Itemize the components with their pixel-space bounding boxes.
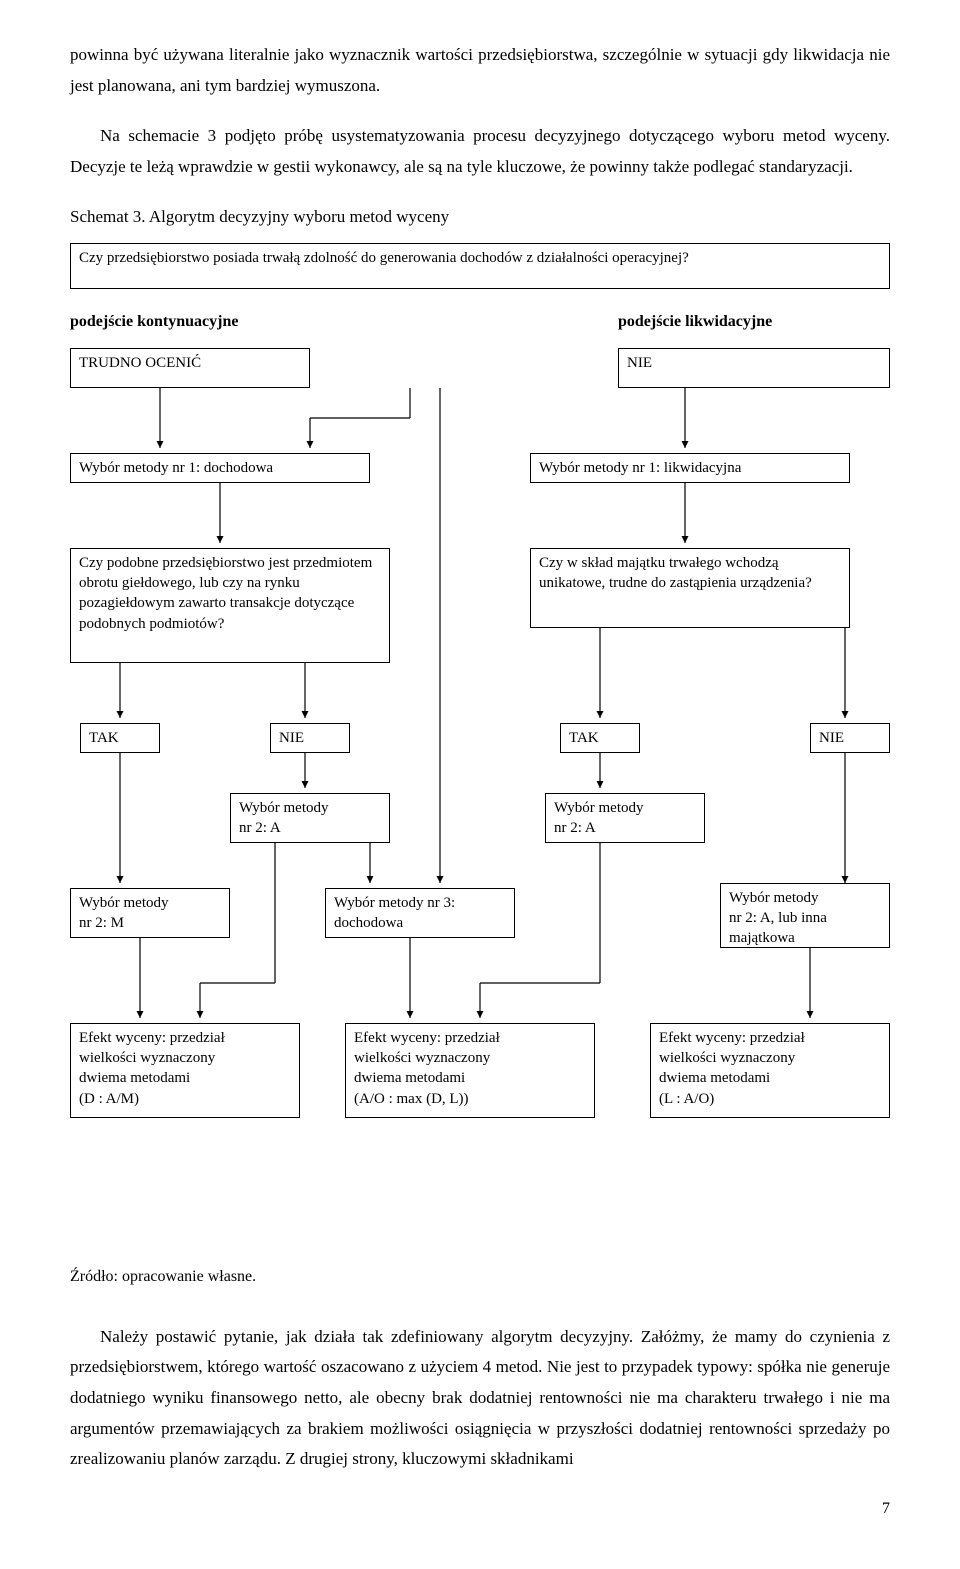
source-line: Źródło: opracowanie własne. bbox=[70, 1263, 890, 1292]
text-tak-right: TAK bbox=[569, 730, 599, 746]
box-q2-right: Czy w skład majątku trwałego wchodzą uni… bbox=[530, 548, 850, 628]
text-wm2-m: Wybór metody nr 2: M bbox=[79, 895, 169, 931]
text-m1-lik: Wybór metody nr 1: likwidacyjna bbox=[539, 460, 741, 476]
text-ef1: Efekt wyceny: przedział wielkości wyznac… bbox=[79, 1030, 225, 1107]
text-q2-left: Czy podobne przedsiębiorstwo jest przedm… bbox=[79, 555, 372, 632]
text-nie-1: NIE bbox=[627, 355, 652, 371]
box-wm2-a-lub: Wybór metody nr 2: A, lub inna majątkowa bbox=[720, 883, 890, 948]
label-approach-cont: podejście kontynuacyjne bbox=[70, 308, 238, 337]
paragraph-3: Należy postawić pytanie, jak działa tak … bbox=[70, 1322, 890, 1475]
text-m1-doch: Wybór metody nr 1: dochodowa bbox=[79, 460, 273, 476]
text-trudno: TRUDNO OCENIĆ bbox=[79, 355, 201, 371]
text-tak-left: TAK bbox=[89, 730, 119, 746]
box-nie-left: NIE bbox=[270, 723, 350, 753]
box-tak-left: TAK bbox=[80, 723, 160, 753]
q1-box: Czy przedsiębiorstwo posiada trwałą zdol… bbox=[70, 243, 890, 289]
box-ef3: Efekt wyceny: przedział wielkości wyznac… bbox=[650, 1023, 890, 1118]
box-wm2-m: Wybór metody nr 2: M bbox=[70, 888, 230, 938]
box-wm2-a-left: Wybór metody nr 2: A bbox=[230, 793, 390, 843]
box-wm3-doch: Wybór metody nr 3: dochodowa bbox=[325, 888, 515, 938]
box-q2-left: Czy podobne przedsiębiorstwo jest przedm… bbox=[70, 548, 390, 663]
paragraph-2: Na schemacie 3 podjęto próbę usystematyz… bbox=[70, 121, 890, 182]
box-nie-1: NIE bbox=[618, 348, 890, 388]
schemat-title: Schemat 3. Algorytm decyzyjny wyboru met… bbox=[70, 202, 890, 233]
box-ef1: Efekt wyceny: przedział wielkości wyznac… bbox=[70, 1023, 300, 1118]
label-approach-liq: podejście likwidacyjne bbox=[618, 308, 772, 337]
text-nie-right: NIE bbox=[819, 730, 844, 746]
text-nie-left: NIE bbox=[279, 730, 304, 746]
paragraph-1: powinna być używana literalnie jako wyzn… bbox=[70, 40, 890, 101]
page-number: 7 bbox=[882, 1495, 890, 1524]
flowchart-diagram: Czy przedsiębiorstwo posiada trwałą zdol… bbox=[70, 243, 890, 1233]
text-ef3: Efekt wyceny: przedział wielkości wyznac… bbox=[659, 1030, 805, 1107]
box-wm2-a-right: Wybór metody nr 2: A bbox=[545, 793, 705, 843]
text-wm2-a-lub: Wybór metody nr 2: A, lub inna majątkowa bbox=[729, 890, 827, 947]
text-ef2: Efekt wyceny: przedział wielkości wyznac… bbox=[354, 1030, 500, 1107]
box-m1-likwidacyjna: Wybór metody nr 1: likwidacyjna bbox=[530, 453, 850, 483]
box-ef2: Efekt wyceny: przedział wielkości wyznac… bbox=[345, 1023, 595, 1118]
box-nie-right: NIE bbox=[810, 723, 890, 753]
text-wm3-doch: Wybór metody nr 3: dochodowa bbox=[334, 895, 455, 931]
text-wm2-a-right: Wybór metody nr 2: A bbox=[554, 800, 644, 836]
text-q2-right: Czy w skład majątku trwałego wchodzą uni… bbox=[539, 555, 812, 591]
q1-text: Czy przedsiębiorstwo posiada trwałą zdol… bbox=[79, 250, 689, 266]
box-tak-right: TAK bbox=[560, 723, 640, 753]
text-wm2-a-left: Wybór metody nr 2: A bbox=[239, 800, 329, 836]
box-m1-dochodowa: Wybór metody nr 1: dochodowa bbox=[70, 453, 370, 483]
box-trudno: TRUDNO OCENIĆ bbox=[70, 348, 310, 388]
